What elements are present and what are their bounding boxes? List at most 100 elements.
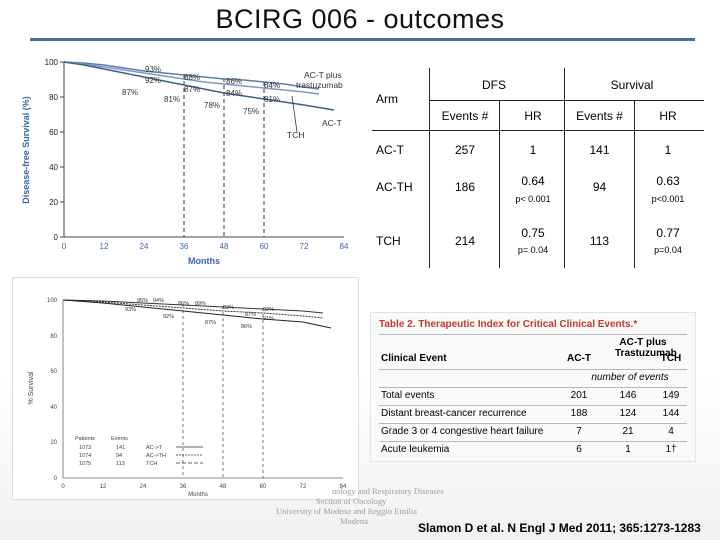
- legend-patients: 1075: [79, 461, 91, 467]
- units-label: number of events: [591, 372, 669, 383]
- annotation: 87%: [122, 88, 138, 97]
- legend-header-patients: Patients: [75, 436, 95, 442]
- annotation: 89%: [195, 301, 206, 307]
- y-tick-100: 100: [45, 58, 59, 67]
- annotation: 84%: [264, 81, 280, 90]
- x-tick-48: 48: [220, 484, 227, 490]
- title-underline: [30, 38, 695, 41]
- row-arm: AC-TH: [376, 180, 413, 194]
- act-value: 7: [576, 426, 582, 437]
- x-tick-0: 0: [61, 484, 65, 490]
- annotation: 78%: [204, 101, 220, 110]
- legend-patients: 1073: [79, 445, 91, 451]
- tch-value: 1†: [665, 444, 677, 455]
- y-tick-60: 60: [50, 369, 57, 375]
- os-events: 141: [589, 143, 610, 157]
- os-hr: 1: [664, 143, 672, 157]
- x-tick-12: 12: [100, 242, 109, 251]
- y-axis-label: Disease-free Survival (%): [21, 96, 31, 204]
- annotation: 83%: [223, 305, 234, 311]
- x-tick-36: 36: [180, 484, 187, 490]
- y-tick-100: 100: [47, 298, 58, 304]
- header-os-events: Events #: [576, 109, 623, 123]
- dfs-hr: 0.64: [521, 174, 545, 188]
- x-tick-84: 84: [340, 242, 349, 251]
- x-axis-label: Months: [188, 492, 208, 498]
- header-os-hr: HR: [659, 109, 677, 123]
- dfs-hr: 0.75: [521, 226, 545, 240]
- x-tick-84: 84: [340, 484, 347, 490]
- x-tick-72: 72: [300, 242, 309, 251]
- act-value: 6: [576, 444, 582, 455]
- x-tick-60: 60: [260, 242, 269, 251]
- outcomes-table: Arm DFS Survival Events # HR Events # HR…: [372, 68, 704, 268]
- legend-ac-th-line1: AC-T plus: [304, 70, 342, 80]
- curve-tch: [62, 299, 324, 319]
- y-tick-40: 40: [49, 163, 58, 172]
- annotation: 87%: [245, 312, 256, 318]
- col-acth-header: AC-T plus Trastuzumab: [615, 337, 677, 359]
- event-label: Acute leukemia: [381, 444, 450, 455]
- legend-events: 94: [116, 453, 122, 459]
- annotation: 81%: [264, 95, 280, 104]
- table-row: Grade 3 or 4 congestive heart failure 7 …: [371, 426, 695, 441]
- table-row: Distant breast-cancer recurrence 188 124…: [371, 408, 695, 423]
- legend-pointer-tch: [291, 95, 298, 133]
- annotation: 88%: [184, 73, 200, 82]
- affiliation-text: nology and Respiratory Diseases Section …: [276, 486, 444, 526]
- table-caption: Table 2. Therapeutic Index for Critical …: [379, 319, 638, 330]
- citation: Slamon D et al. N Engl J Med 2011; 365:1…: [418, 521, 701, 535]
- col-event-header: Clinical Event: [381, 353, 447, 364]
- curve-ac-t: [62, 299, 332, 329]
- table-row: Total events 201 146 149: [371, 390, 695, 405]
- y-tick-20: 20: [49, 198, 58, 207]
- dfs-p-value: p= 0.04: [517, 245, 549, 255]
- annotation: 95%: [137, 298, 148, 304]
- event-label: Distant breast-cancer recurrence: [381, 408, 527, 419]
- header-dfs: DFS: [482, 78, 506, 92]
- annotation: 94%: [153, 298, 164, 304]
- km-plot-overall-survival: 0 20 40 60 80 100 0 12 24 36 48 60 72 84…: [12, 277, 359, 500]
- os-hr: 0.63: [656, 174, 680, 188]
- x-tick-72: 72: [300, 484, 307, 490]
- x-tick-12: 12: [100, 484, 107, 490]
- annotation: 91%: [263, 316, 274, 322]
- x-tick-24: 24: [140, 484, 147, 490]
- annotation: 92%: [163, 314, 174, 320]
- tch-value: 149: [662, 390, 680, 401]
- annotation: 86%: [241, 324, 252, 330]
- dfs-p-value: p< 0.001: [515, 194, 551, 204]
- y-tick-20: 20: [50, 440, 57, 446]
- curve-ac-t: [63, 61, 335, 111]
- y-axis-label: % Survival: [28, 371, 35, 405]
- col-act-header: AC-T: [567, 353, 591, 364]
- os-p-value: p=0.04: [654, 245, 682, 255]
- event-label: Grade 3 or 4 congestive heart failure: [381, 426, 544, 437]
- y-tick-80: 80: [50, 334, 57, 340]
- tch-value: 144: [662, 408, 680, 419]
- x-tick-60: 60: [260, 484, 267, 490]
- legend-header-events: Events: [111, 436, 128, 442]
- legend-tch: TCH: [287, 130, 304, 140]
- acth-value: 146: [619, 390, 637, 401]
- tch-value: 4: [668, 426, 674, 437]
- legend-arm: TCH: [146, 461, 157, 467]
- os-hr: 0.77: [656, 226, 680, 240]
- header-dfs-hr: HR: [524, 109, 542, 123]
- x-tick-0: 0: [62, 242, 67, 251]
- legend-patients: 1074: [79, 453, 91, 459]
- km-plot-disease-free: 0 20 40 60 80 100 0 12 24 36 48 60 72 84…: [14, 52, 356, 270]
- act-value: 201: [570, 390, 588, 401]
- x-axis-label: Months: [188, 256, 220, 266]
- os-events: 94: [592, 180, 607, 194]
- annotation: 86%: [226, 77, 242, 86]
- annotation: 84%: [226, 89, 242, 98]
- x-tick-36: 36: [180, 242, 189, 251]
- curve-ac-th: [63, 61, 320, 90]
- annotation: 92%: [145, 76, 161, 85]
- legend-ac-t: AC-T: [322, 118, 342, 128]
- acth-value: 21: [622, 426, 634, 437]
- annotation: 93%: [125, 307, 136, 313]
- legend-arm: AC->T: [146, 445, 163, 451]
- acth-value: 1: [625, 444, 631, 455]
